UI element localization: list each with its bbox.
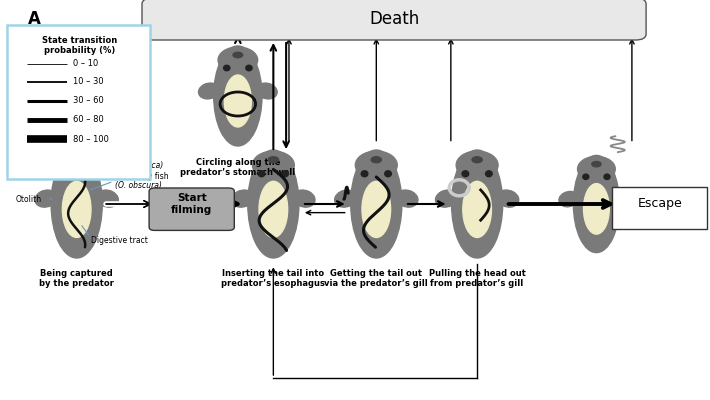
Ellipse shape: [355, 151, 398, 179]
Ellipse shape: [293, 190, 315, 207]
Ellipse shape: [35, 190, 57, 207]
Ellipse shape: [435, 190, 457, 207]
Ellipse shape: [258, 171, 265, 177]
Ellipse shape: [231, 190, 253, 207]
Ellipse shape: [486, 171, 492, 177]
Ellipse shape: [361, 171, 368, 177]
Text: Getting the tail out
via the predator’s gill: Getting the tail out via the predator’s …: [324, 269, 428, 288]
Text: Digestive tract: Digestive tract: [91, 236, 148, 245]
Ellipse shape: [51, 150, 102, 258]
Ellipse shape: [248, 150, 299, 258]
Ellipse shape: [55, 151, 98, 179]
FancyBboxPatch shape: [7, 25, 150, 179]
Ellipse shape: [592, 162, 601, 167]
Ellipse shape: [268, 157, 278, 163]
Ellipse shape: [351, 150, 402, 258]
Ellipse shape: [252, 151, 295, 179]
Text: 60 – 80: 60 – 80: [73, 116, 104, 124]
Text: Otolith: Otolith: [16, 195, 42, 204]
Ellipse shape: [256, 83, 277, 99]
Text: Inserting the tail into
predator’s esophagus: Inserting the tail into predator’s esoph…: [222, 269, 325, 288]
Ellipse shape: [497, 190, 519, 207]
Ellipse shape: [456, 151, 498, 179]
Ellipse shape: [604, 174, 610, 180]
Ellipse shape: [584, 184, 609, 234]
Text: 0 – 10: 0 – 10: [73, 60, 99, 68]
Ellipse shape: [224, 65, 230, 71]
Ellipse shape: [246, 65, 252, 71]
Text: State transition
probability (%): State transition probability (%): [42, 36, 117, 55]
Ellipse shape: [614, 192, 634, 207]
Ellipse shape: [452, 150, 503, 258]
FancyBboxPatch shape: [612, 187, 707, 229]
Text: Start
filming: Start filming: [171, 193, 212, 215]
Ellipse shape: [577, 156, 616, 182]
Ellipse shape: [85, 171, 92, 177]
Text: Predatory fish: Predatory fish: [115, 172, 169, 181]
Text: Pulling the head out
from predator’s gill: Pulling the head out from predator’s gil…: [429, 269, 525, 288]
Ellipse shape: [362, 181, 391, 238]
Text: Escape: Escape: [638, 198, 683, 210]
Ellipse shape: [282, 171, 288, 177]
FancyBboxPatch shape: [142, 0, 646, 40]
Ellipse shape: [396, 190, 418, 207]
Ellipse shape: [224, 75, 251, 127]
Ellipse shape: [574, 155, 619, 253]
Text: (A. japonica): (A. japonica): [115, 162, 163, 170]
Ellipse shape: [259, 181, 288, 238]
Text: 10 – 30: 10 – 30: [73, 78, 104, 86]
Ellipse shape: [62, 181, 91, 238]
Ellipse shape: [559, 192, 579, 207]
Text: Death: Death: [369, 10, 419, 28]
Ellipse shape: [218, 47, 258, 73]
Ellipse shape: [62, 171, 68, 177]
Ellipse shape: [385, 171, 391, 177]
FancyBboxPatch shape: [149, 188, 234, 230]
Ellipse shape: [463, 181, 491, 238]
Ellipse shape: [199, 83, 219, 99]
Text: 30 – 60: 30 – 60: [73, 96, 104, 105]
Text: Circling along the
predator’s stomach wall: Circling along the predator’s stomach wa…: [180, 158, 295, 178]
Text: A: A: [28, 10, 41, 28]
Ellipse shape: [462, 171, 469, 177]
Ellipse shape: [72, 157, 82, 163]
Ellipse shape: [334, 190, 356, 207]
Ellipse shape: [97, 190, 119, 207]
Text: (O. obscura): (O. obscura): [115, 181, 162, 190]
Ellipse shape: [233, 52, 243, 58]
Text: 80 – 100: 80 – 100: [73, 135, 109, 144]
Ellipse shape: [371, 157, 381, 163]
Ellipse shape: [583, 174, 589, 180]
Text: Being captured
by the predator: Being captured by the predator: [39, 269, 114, 288]
Ellipse shape: [214, 46, 262, 146]
Text: Prey: Prey: [115, 153, 132, 162]
Ellipse shape: [472, 157, 482, 163]
